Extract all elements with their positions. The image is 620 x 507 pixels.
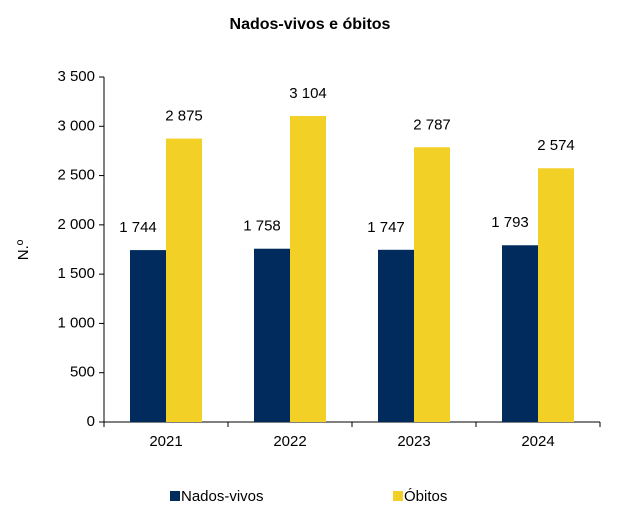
legend-swatch: [170, 491, 180, 501]
bar: [502, 245, 538, 422]
data-label: 2 574: [537, 137, 575, 154]
x-tick-label: 2024: [521, 433, 554, 450]
y-tick-label: 1 500: [57, 265, 95, 282]
bar: [130, 250, 166, 422]
legend-swatch: [393, 491, 403, 501]
x-tick-label: 2022: [273, 433, 306, 450]
bar: [254, 248, 290, 422]
data-label: 3 104: [289, 85, 327, 102]
data-label: 1 758: [243, 218, 281, 235]
chart-title: Nados-vivos e óbitos: [230, 16, 391, 33]
bar: [538, 168, 574, 422]
y-tick-label: 500: [70, 364, 95, 381]
legend-label: Nados-vivos: [181, 488, 264, 505]
data-label: 2 875: [165, 108, 203, 125]
data-label: 2 787: [413, 116, 451, 133]
y-tick-label: 3 500: [57, 68, 95, 85]
y-axis-label: N.º: [15, 239, 32, 260]
x-tick-label: 2021: [149, 433, 182, 450]
y-tick-label: 2 500: [57, 167, 95, 184]
bar: [166, 138, 202, 422]
data-label: 1 747: [367, 219, 405, 236]
y-tick-label: 0: [87, 413, 95, 430]
bar: [290, 116, 326, 422]
x-tick-label: 2023: [397, 433, 430, 450]
bar: [414, 147, 450, 422]
data-label: 1 793: [491, 214, 529, 231]
y-tick-label: 1 000: [57, 314, 95, 331]
y-tick-label: 2 000: [57, 216, 95, 233]
y-tick-label: 3 000: [57, 117, 95, 134]
legend-label: Óbitos: [404, 488, 447, 505]
data-label: 1 744: [119, 219, 157, 236]
bar: [378, 249, 414, 422]
